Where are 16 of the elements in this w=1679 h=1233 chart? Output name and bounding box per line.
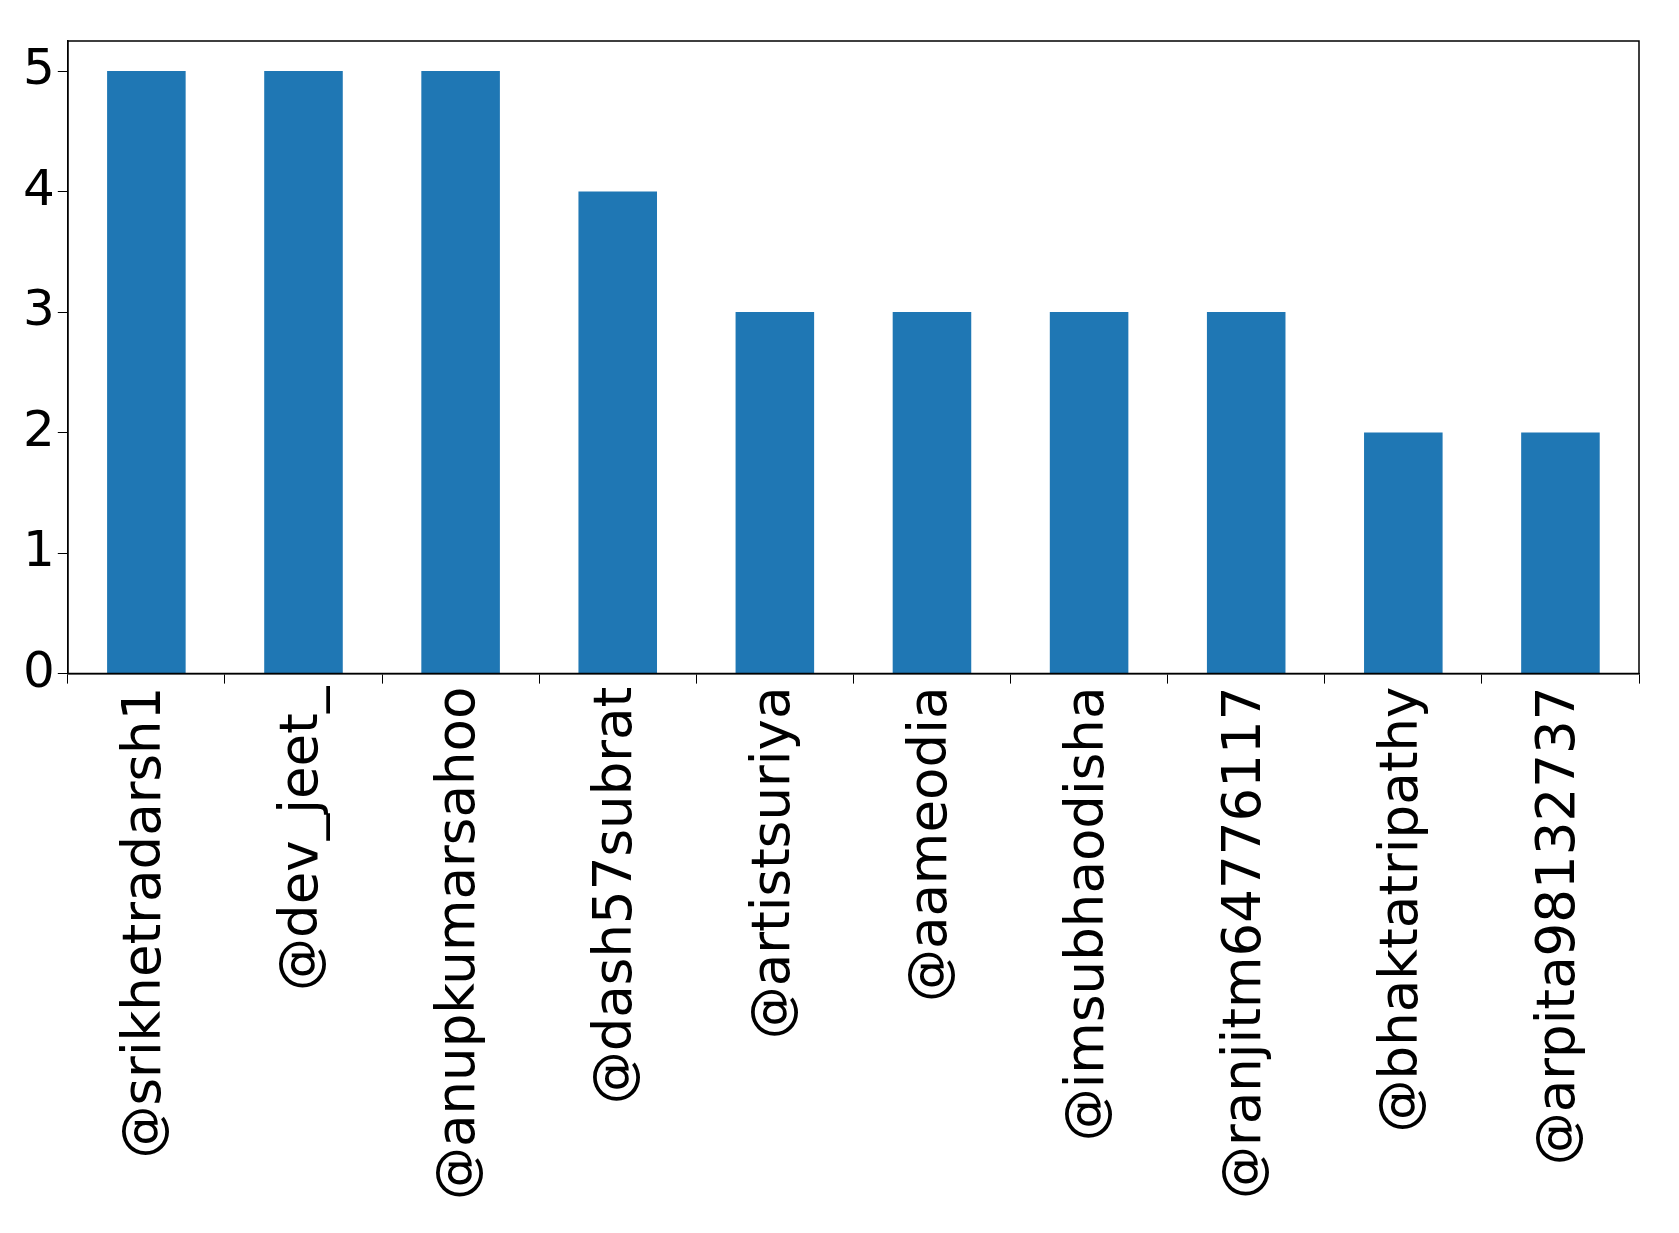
y-tick-label: 3 — [23, 279, 55, 338]
y-tick-label: 0 — [23, 640, 55, 699]
y-tick-label: 4 — [23, 158, 55, 217]
x-tick-label: @dev_jeet_ — [268, 685, 331, 991]
x-tick-label: @ranjitm64776117 — [1210, 686, 1272, 1200]
x-tick-label: @srikhetradarsh1 — [111, 686, 173, 1159]
y-tick-label: 1 — [23, 520, 55, 579]
x-tick-label: @dash57subrat — [582, 686, 644, 1105]
y-tick-label: 5 — [23, 38, 55, 97]
y-tick-label: 2 — [23, 399, 55, 458]
x-tick-label: @imsubhaodisha — [1053, 686, 1115, 1142]
x-tick-label: @artistsuriya — [739, 686, 801, 1040]
x-tick-label: @aameodia — [896, 686, 958, 1003]
x-tick-label: @anupkumarsahoo — [425, 686, 487, 1200]
x-tick-label: @arpita98132737 — [1525, 686, 1587, 1166]
x-tick-label: @bhaktatripathy — [1368, 686, 1430, 1133]
